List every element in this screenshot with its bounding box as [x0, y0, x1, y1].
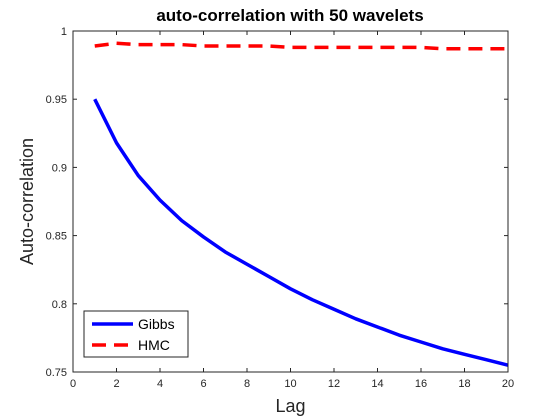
- legend: Gibbs HMC: [83, 310, 189, 358]
- legend-label-gibbs: Gibbs: [138, 316, 175, 332]
- x-tick-label: 6: [200, 378, 206, 390]
- x-axis-label: Lag: [275, 396, 305, 416]
- x-tick-label: 10: [284, 378, 296, 390]
- y-axis: 0.75 0.8 0.85 0.9 0.95 1: [46, 26, 508, 379]
- legend-label-hmc: HMC: [138, 337, 170, 353]
- x-tick-label: 16: [415, 378, 427, 390]
- x-tick-label: 18: [458, 378, 470, 390]
- x-tick-label: 20: [502, 378, 514, 390]
- legend-box: [83, 310, 189, 358]
- y-tick-label: 0.85: [46, 231, 67, 243]
- series-layer: [93, 41, 509, 367]
- x-tick-label: 2: [113, 378, 119, 390]
- plot-frame: [72, 30, 509, 373]
- y-axis-label: Auto-correlation: [17, 138, 37, 265]
- x-tick-label: 0: [70, 378, 76, 390]
- series-line-gibbs: [93, 98, 509, 367]
- y-tick-label: 0.8: [52, 299, 67, 311]
- x-tick-label: 4: [157, 378, 163, 390]
- chart-title: auto-correlation with 50 wavelets: [156, 6, 423, 25]
- y-tick-label: 1: [61, 26, 67, 38]
- x-tick-label: 14: [371, 378, 383, 390]
- x-axis: 0 2 4 6 8 10 12 14 16 18 20: [70, 31, 514, 390]
- y-tick-label: 0.75: [46, 367, 67, 379]
- y-tick-label: 0.9: [52, 162, 67, 174]
- x-tick-label: 8: [244, 378, 250, 390]
- y-tick-label: 0.95: [46, 94, 67, 106]
- x-tick-label: 12: [328, 378, 340, 390]
- series-line-hmc: [94, 41, 508, 51]
